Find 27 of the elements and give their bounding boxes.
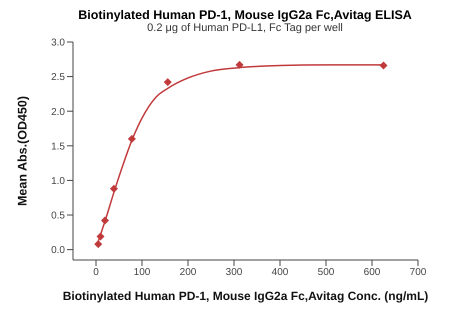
point: [236, 60, 244, 69]
y-tick-label: 1.0: [51, 176, 66, 187]
x-tick-label: 600: [364, 267, 381, 278]
x-tick-label: 300: [226, 267, 243, 278]
point: [94, 240, 102, 248]
point: [380, 62, 388, 70]
point: [96, 232, 105, 240]
x-axis-title: Biotinylated Human PD-1, Mouse IgG2a Fc,Avitag Conc. (ng/mL): [62, 289, 428, 303]
x-tick-label: 100: [134, 267, 151, 278]
point: [164, 78, 172, 86]
x-tick-label: 500: [318, 267, 335, 278]
point: [110, 184, 118, 193]
y-tick-label: 2.5: [51, 72, 66, 84]
y-tick-label: 0.0: [51, 245, 66, 256]
point: [100, 216, 109, 225]
y-tick-label: 2.0: [51, 106, 66, 118]
y-tick-label: 0.5: [51, 210, 66, 222]
y-axis-title: Mean Abs.(OD450): [15, 96, 30, 206]
y-tick-label: 3.0: [51, 38, 66, 49]
x-tick-label: 700: [410, 267, 427, 278]
x-tick-label: 200: [180, 267, 197, 278]
x-tick-label: 400: [272, 267, 289, 278]
y-tick-label: 1.5: [51, 141, 66, 152]
chart-title: Biotinylated Human PD-1, Mouse IgG2a Fc,Avitag ELISA: [77, 8, 413, 22]
chart-subtitle: 0.2 μg of Human PD-L1, Fc Tag per well: [146, 22, 344, 34]
x-tick-label: 0: [93, 267, 100, 278]
point: [128, 134, 136, 143]
